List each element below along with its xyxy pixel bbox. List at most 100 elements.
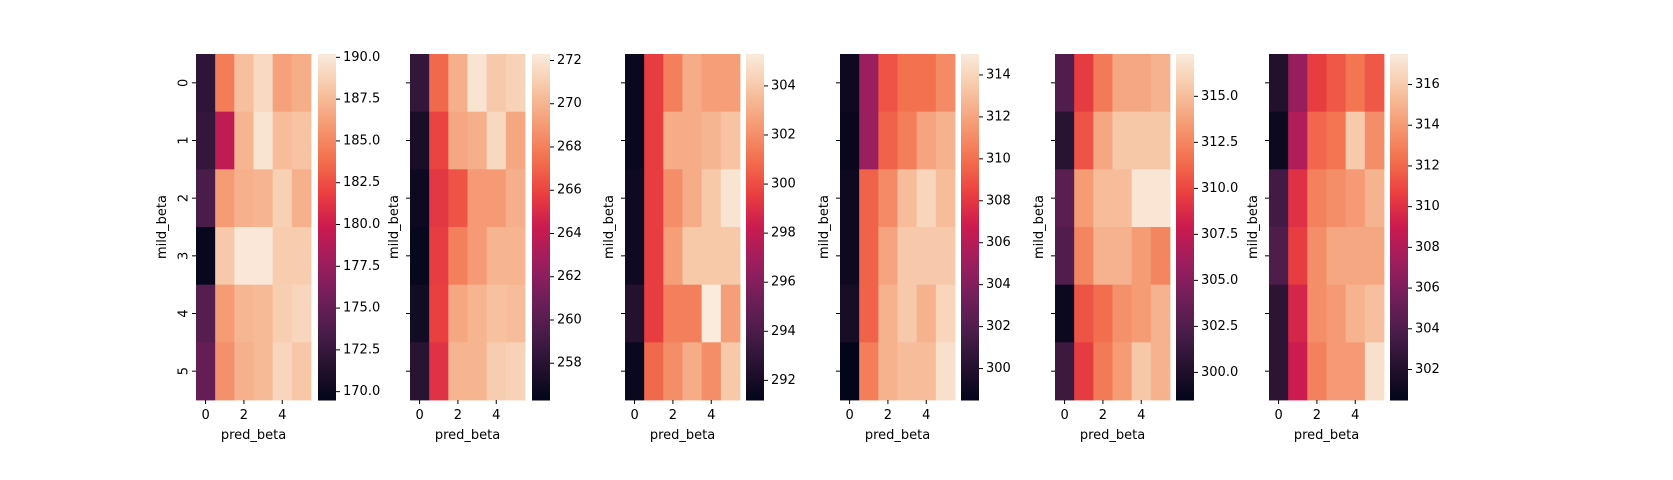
heatmap-cell-5-5: [505, 342, 526, 401]
colorbar-segment: [961, 128, 979, 133]
colorbar-segment: [961, 201, 979, 205]
colorbar-segment: [532, 224, 550, 228]
colorbar-segment: [746, 319, 764, 323]
colorbar-segment: [1176, 382, 1194, 387]
heatmap-cell-1-3: [467, 111, 488, 170]
colorbar-segment: [318, 327, 336, 332]
colorbar-segment: [1390, 120, 1408, 124]
colorbar-segment: [1390, 379, 1408, 384]
heatmap-panel-5: 0 2 4 pred_beta mild_beta 300.0 302.5 305.0 307.…: [1032, 54, 1238, 443]
colorbar-tick-label: 170.0: [343, 384, 380, 399]
colorbar-segment: [746, 264, 764, 268]
colorbar-segment: [532, 140, 550, 144]
colorbar-segment: [746, 74, 764, 78]
colorbar-segment: [1176, 68, 1194, 72]
heatmap-cell-4-3: [253, 284, 274, 343]
heatmap-cell-0-4: [1345, 54, 1366, 113]
colorbar-segment: [1390, 218, 1408, 222]
colorbar-segment: [318, 65, 336, 69]
colorbar-segment: [1176, 108, 1194, 113]
colorbar-tick-label: 177.5: [343, 259, 380, 274]
colorbar-segment: [532, 385, 550, 389]
heatmap-cell-0-5: [720, 54, 741, 113]
colorbar-segment: [961, 77, 979, 81]
colorbar-segment: [1176, 186, 1194, 191]
colorbar: 292 294 296 298 300 302 304: [746, 54, 796, 401]
heatmap-cell-0-4: [701, 54, 722, 113]
heatmap-cell-1-1: [1074, 111, 1094, 170]
colorbar-segment: [961, 221, 979, 225]
colorbar-segment: [1390, 103, 1408, 107]
colorbar-segment: [746, 105, 764, 110]
colorbar-segment: [961, 111, 979, 116]
colorbar-segment: [1390, 342, 1408, 346]
colorbar-segment: [318, 376, 336, 381]
heatmap-cell-1-5: [720, 111, 741, 170]
colorbar-segment: [318, 224, 336, 228]
colorbar-segment: [318, 192, 336, 196]
colorbar-segment: [318, 397, 336, 401]
colorbar-segment: [746, 394, 764, 398]
colorbar-segment: [1390, 180, 1408, 185]
x-tick-label: 2: [669, 408, 677, 423]
colorbar-segment: [961, 284, 979, 289]
heatmap-cell-0-0: [625, 54, 645, 113]
colorbar-segment: [961, 105, 979, 110]
colorbar-tick-label: 182.5: [343, 175, 380, 190]
colorbar-segment: [746, 203, 764, 208]
heatmap-cell-2-3: [1326, 169, 1347, 228]
y-axis-label: mild_beta: [1032, 195, 1047, 259]
y-tick-label: 0: [177, 79, 192, 87]
colorbar-segment: [746, 103, 764, 107]
colorbar-segment: [532, 342, 550, 346]
colorbar-segment: [746, 273, 764, 277]
colorbar-segment: [532, 276, 550, 280]
colorbar-segment: [318, 356, 336, 361]
heatmap-cell-0-5: [935, 54, 956, 113]
heatmap-cell-0-2: [1307, 54, 1327, 113]
colorbar-segment: [1176, 284, 1194, 289]
colorbar-segment: [961, 215, 979, 219]
colorbar-segment: [532, 117, 550, 121]
x-tick-label: 0: [415, 408, 423, 423]
colorbar-segment: [746, 79, 764, 84]
colorbar-segment: [318, 175, 336, 179]
colorbar-segment: [1176, 111, 1194, 116]
colorbar-segment: [532, 348, 550, 352]
colorbar-segment: [961, 290, 979, 294]
colorbar-segment: [532, 192, 550, 196]
colorbar-segment: [318, 391, 336, 395]
colorbar-segment: [961, 313, 979, 317]
heatmap-cell-4-0: [410, 284, 430, 343]
colorbar-segment: [1176, 322, 1194, 326]
colorbar-segment: [532, 227, 550, 231]
colorbar-segment: [746, 169, 764, 173]
colorbar-segment: [746, 255, 764, 260]
colorbar-segment: [532, 105, 550, 110]
colorbar-segment: [746, 206, 764, 211]
colorbar-segment: [318, 281, 336, 286]
heatmap-cell-3-5: [291, 227, 312, 286]
colorbar-segment: [961, 177, 979, 182]
colorbar-segment: [746, 77, 764, 81]
colorbar-segment: [746, 56, 764, 61]
colorbar-segment: [961, 327, 979, 332]
heatmap-cell-3-4: [916, 227, 937, 286]
colorbar-segment: [746, 114, 764, 118]
colorbar-segment: [1176, 123, 1194, 127]
colorbar-segment: [1390, 350, 1408, 355]
colorbar-segment: [1390, 397, 1408, 401]
heatmap-cell-4-0: [1055, 284, 1075, 343]
colorbar-segment: [318, 186, 336, 191]
colorbar-segment: [318, 177, 336, 182]
heatmap-cell-4-3: [467, 284, 488, 343]
colorbar-segment: [746, 154, 764, 159]
heatmap-cell-2-2: [1307, 169, 1327, 228]
colorbar-segment: [746, 100, 764, 104]
x-tick-label: 0: [1274, 408, 1282, 423]
heatmap-cell-5-5: [720, 342, 741, 401]
colorbar-segment: [961, 371, 979, 375]
colorbar-segment: [961, 235, 979, 240]
colorbar-segment: [746, 221, 764, 225]
colorbar-tick-label: 304: [771, 78, 796, 93]
